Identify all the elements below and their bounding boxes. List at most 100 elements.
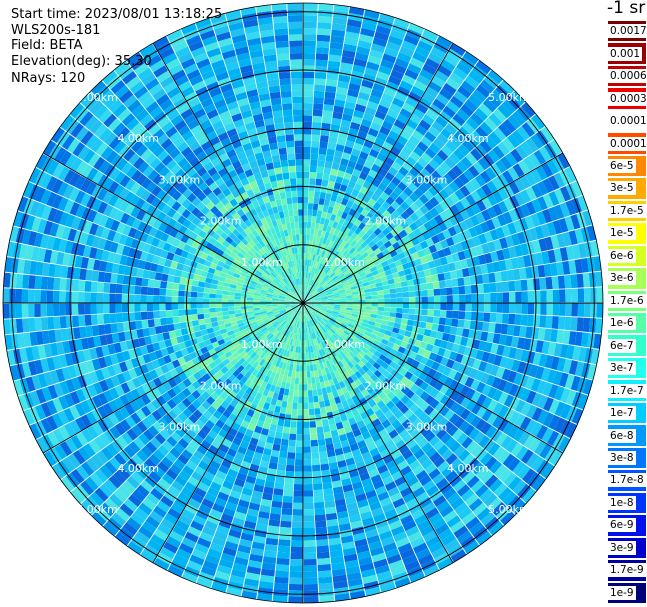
data-gate (325, 290, 333, 294)
data-gate (426, 282, 434, 290)
data-gate (343, 172, 352, 181)
data-gate (331, 207, 339, 216)
data-gate (292, 402, 298, 410)
data-gate (78, 315, 86, 327)
data-gate (559, 344, 569, 359)
data-gate (487, 69, 504, 85)
data-gate (425, 237, 435, 247)
data-gate (544, 236, 554, 251)
data-gate (538, 353, 548, 367)
data-gate (468, 367, 479, 379)
data-gate (381, 200, 391, 210)
data-gate (203, 292, 210, 299)
data-gate (319, 141, 328, 149)
data-gate (322, 205, 329, 213)
data-gate (303, 171, 310, 179)
data-gate (346, 200, 354, 209)
data-gate (309, 279, 314, 286)
data-gate (378, 271, 387, 278)
data-gate (409, 297, 416, 303)
data-gate (439, 211, 449, 222)
data-gate (508, 313, 516, 325)
data-gate (314, 267, 319, 275)
data-gate (312, 464, 321, 472)
data-gate (432, 224, 442, 235)
data-gate (395, 224, 404, 233)
data-gate (383, 307, 391, 312)
data-gate (451, 278, 459, 287)
data-gate (375, 240, 384, 248)
data-gate (470, 190, 482, 203)
data-gate (303, 577, 318, 585)
data-gate (303, 284, 305, 291)
data-gate (402, 262, 410, 270)
data-gate (387, 321, 395, 327)
data-gate (313, 247, 318, 255)
data-gate (477, 284, 484, 294)
data-gate (290, 377, 296, 384)
data-gate (596, 303, 603, 318)
data-gate (335, 93, 347, 102)
data-gate (396, 307, 403, 314)
data-gate (333, 182, 342, 190)
data-gate (474, 330, 483, 341)
data-gate (399, 275, 407, 282)
data-gate (308, 285, 312, 292)
data-gate (153, 318, 162, 327)
data-gate (312, 267, 317, 274)
data-gate (146, 311, 154, 320)
data-gate (517, 361, 527, 374)
data-gate (379, 147, 391, 157)
data-gate (332, 311, 340, 315)
data-gate (593, 333, 602, 349)
data-gate (291, 533, 303, 541)
data-gate (365, 295, 372, 300)
data-gate (335, 196, 343, 204)
data-gate (406, 319, 415, 327)
data-gate (432, 98, 446, 111)
data-gate (322, 283, 329, 289)
data-gate (461, 121, 475, 135)
data-gate (498, 260, 507, 272)
data-gate (314, 407, 321, 415)
data-gate (315, 298, 322, 301)
data-gate (455, 269, 464, 279)
data-gate (313, 282, 318, 288)
data-gate (72, 315, 80, 328)
data-gate (564, 274, 572, 289)
data-gate (354, 103, 367, 113)
data-gate (315, 216, 321, 224)
data-gate (483, 231, 494, 243)
data-gate (140, 295, 147, 303)
data-gate (146, 295, 154, 303)
data-gate (298, 384, 303, 391)
data-gate (433, 288, 441, 296)
data-gate (468, 70, 484, 84)
data-gate (505, 357, 515, 370)
data-gate (316, 210, 323, 218)
data-gate (386, 108, 399, 119)
data-gate (309, 414, 316, 422)
data-gate (84, 303, 91, 315)
data-gate (316, 34, 331, 42)
data-gate (510, 336, 520, 348)
data-gate (318, 444, 327, 453)
data-gate (433, 181, 444, 193)
data-gate (312, 209, 318, 217)
data-gate (376, 71, 390, 82)
data-gate (527, 303, 535, 315)
data-gate (308, 184, 316, 192)
data-gate (558, 303, 566, 316)
data-gate (289, 577, 303, 585)
data-gate (154, 272, 163, 281)
data-gate (304, 265, 307, 272)
data-gate (517, 337, 526, 350)
data-gate (296, 427, 303, 435)
data-gate (431, 75, 446, 88)
data-gate (303, 502, 314, 510)
data-gate (22, 274, 30, 289)
data-gate (307, 203, 314, 210)
data-gate (489, 312, 497, 323)
data-gate (347, 237, 354, 245)
data-gate (396, 264, 404, 272)
